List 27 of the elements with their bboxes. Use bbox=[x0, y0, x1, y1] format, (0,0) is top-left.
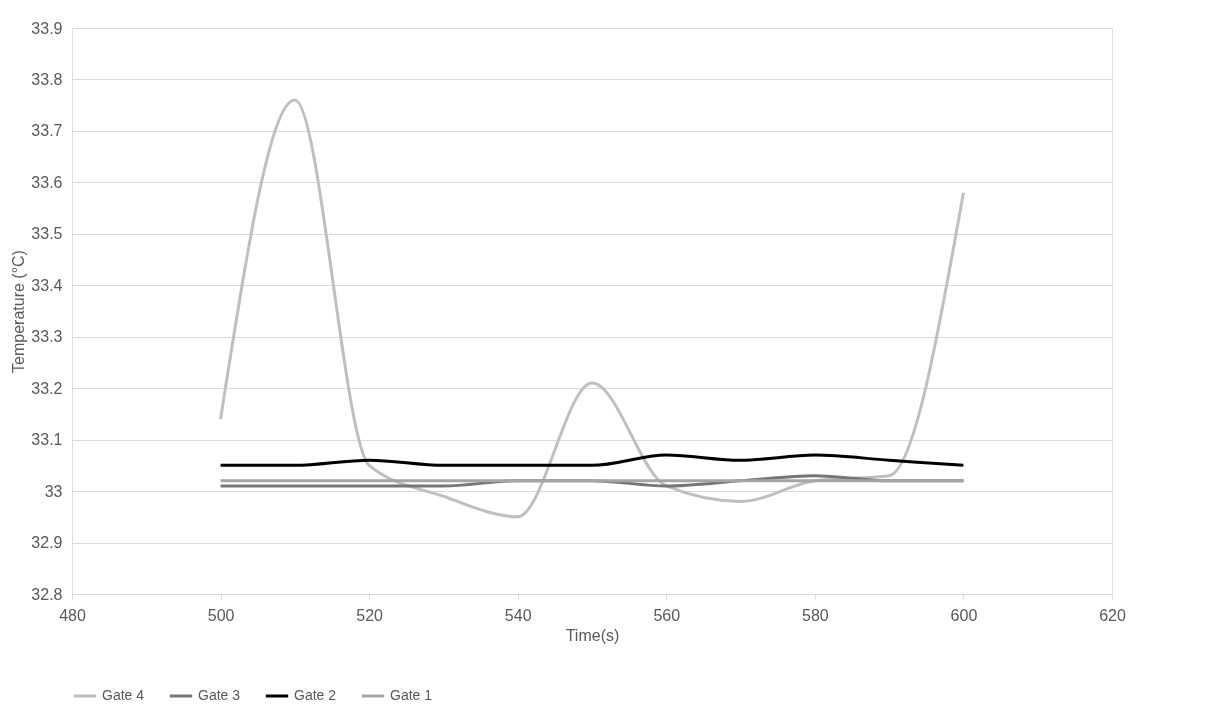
x-tick-label: 520 bbox=[356, 606, 384, 624]
y-tick-label: 33.9 bbox=[31, 19, 63, 37]
y-tick-label: 33.8 bbox=[31, 70, 63, 88]
x-tick-label: 540 bbox=[504, 606, 532, 624]
y-tick-label: 33.7 bbox=[31, 122, 63, 140]
legend-label: Gate 3 bbox=[198, 687, 241, 703]
y-tick-label: 33.3 bbox=[31, 328, 63, 346]
y-tick-label: 33.1 bbox=[31, 431, 63, 449]
y-tick-label: 33.4 bbox=[31, 276, 63, 294]
y-tick-label: 33.6 bbox=[31, 173, 63, 191]
legend-label: Gate 2 bbox=[294, 687, 337, 703]
x-tick-label: 600 bbox=[950, 606, 978, 624]
y-tick-label: 33 bbox=[44, 482, 63, 500]
x-tick-label: 620 bbox=[1099, 606, 1126, 624]
x-tick-label: 560 bbox=[653, 606, 681, 624]
y-tick-label: 33.2 bbox=[31, 379, 63, 397]
x-tick-label: 500 bbox=[207, 606, 235, 624]
y-tick-label: 33.5 bbox=[31, 225, 63, 243]
x-tick-label: 480 bbox=[59, 606, 86, 624]
y-axis-title: Temperature (°C) bbox=[10, 250, 28, 373]
y-tick-label: 32.8 bbox=[31, 585, 63, 603]
legend-label: Gate 4 bbox=[102, 687, 145, 703]
legend-label: Gate 1 bbox=[390, 687, 433, 703]
y-tick-label: 32.9 bbox=[31, 534, 63, 552]
x-axis-title: Time(s) bbox=[565, 626, 620, 644]
line-series bbox=[219, 98, 965, 519]
x-tick-label: 580 bbox=[802, 606, 829, 624]
